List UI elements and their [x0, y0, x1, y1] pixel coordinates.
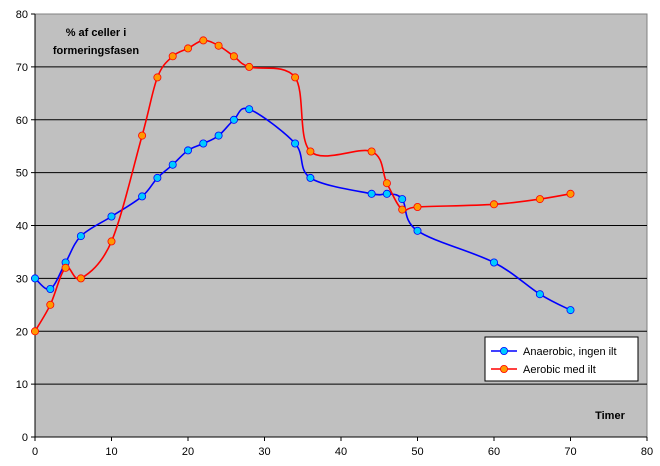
legend: Anaerobic, ingen ilt Aerobic med ilt: [484, 336, 639, 382]
data-point: [214, 131, 223, 140]
legend-marker: [499, 346, 508, 355]
y-tick-label: 50: [16, 168, 28, 180]
x-tick-label: 20: [182, 446, 194, 458]
data-point: [398, 195, 407, 204]
data-point: [30, 274, 39, 283]
y-tick-label: 70: [16, 62, 28, 74]
legend-marker: [499, 364, 508, 373]
data-point: [153, 73, 162, 82]
data-point: [489, 258, 498, 267]
data-point: [138, 131, 147, 140]
x-tick-label: 50: [411, 446, 423, 458]
y-axis-title-line1: % af celler i: [66, 27, 127, 39]
data-point: [535, 290, 544, 299]
y-tick-label: 20: [16, 326, 28, 338]
data-point: [183, 44, 192, 53]
data-point: [199, 139, 208, 148]
x-tick-label: 60: [488, 446, 500, 458]
gridlines: [35, 66, 647, 385]
data-point: [229, 115, 238, 124]
legend-label: Anaerobic, ingen ilt: [523, 346, 617, 358]
x-tick-label: 10: [105, 446, 117, 458]
data-point: [76, 274, 85, 283]
x-tick-labels: 0 10 20 30 40 50 60 70 80: [32, 446, 653, 458]
y-tick-label: 40: [16, 221, 28, 233]
series-1: [30, 36, 575, 336]
data-point: [138, 192, 147, 201]
data-point: [413, 202, 422, 211]
data-point: [30, 327, 39, 336]
series-0: [30, 105, 575, 315]
data-point: [413, 226, 422, 235]
data-point: [61, 263, 70, 272]
y-tick-label: 80: [16, 9, 28, 21]
x-axis-title: Timer: [595, 410, 625, 422]
data-point: [107, 237, 116, 246]
legend-label: Aerobic med ilt: [523, 364, 596, 376]
series-layer: [30, 36, 575, 336]
y-tick-label: 10: [16, 379, 28, 391]
data-point: [76, 232, 85, 241]
data-point: [535, 195, 544, 204]
data-point: [291, 73, 300, 82]
data-point: [168, 52, 177, 61]
data-point: [306, 147, 315, 156]
data-point: [306, 173, 315, 182]
series-line: [34, 107, 571, 311]
data-point: [382, 179, 391, 188]
data-point: [229, 52, 238, 61]
data-point: [291, 139, 300, 148]
legend-entry-1: Aerobic med ilt: [491, 364, 596, 376]
data-point: [183, 146, 192, 155]
legend-box: [484, 336, 639, 382]
data-point: [107, 212, 116, 221]
y-tick-label: 0: [22, 432, 28, 444]
data-point: [489, 200, 498, 209]
legend-entry-0: Anaerobic, ingen ilt: [491, 346, 617, 358]
data-point: [168, 160, 177, 169]
data-point: [245, 105, 254, 114]
data-point: [566, 306, 575, 315]
data-point: [367, 189, 376, 198]
data-point: [398, 205, 407, 214]
data-point: [245, 62, 254, 71]
data-point: [214, 41, 223, 50]
data-point: [199, 36, 208, 45]
x-tick-label: 0: [32, 446, 38, 458]
data-point: [367, 147, 376, 156]
y-tick-label: 60: [16, 115, 28, 127]
data-point: [46, 284, 55, 293]
data-point: [46, 300, 55, 309]
x-tick-label: 70: [564, 446, 576, 458]
x-tick-label: 30: [258, 446, 270, 458]
x-tick-label: 40: [335, 446, 347, 458]
y-tick-labels: 0 10 20 30 40 50 60 70 80: [16, 9, 28, 444]
y-axis-title-line2: formeringsfasen: [53, 45, 139, 57]
x-tick-label: 80: [641, 446, 653, 458]
data-point: [153, 173, 162, 182]
y-tick-label: 30: [16, 273, 28, 285]
data-point: [382, 189, 391, 198]
data-point: [566, 189, 575, 198]
